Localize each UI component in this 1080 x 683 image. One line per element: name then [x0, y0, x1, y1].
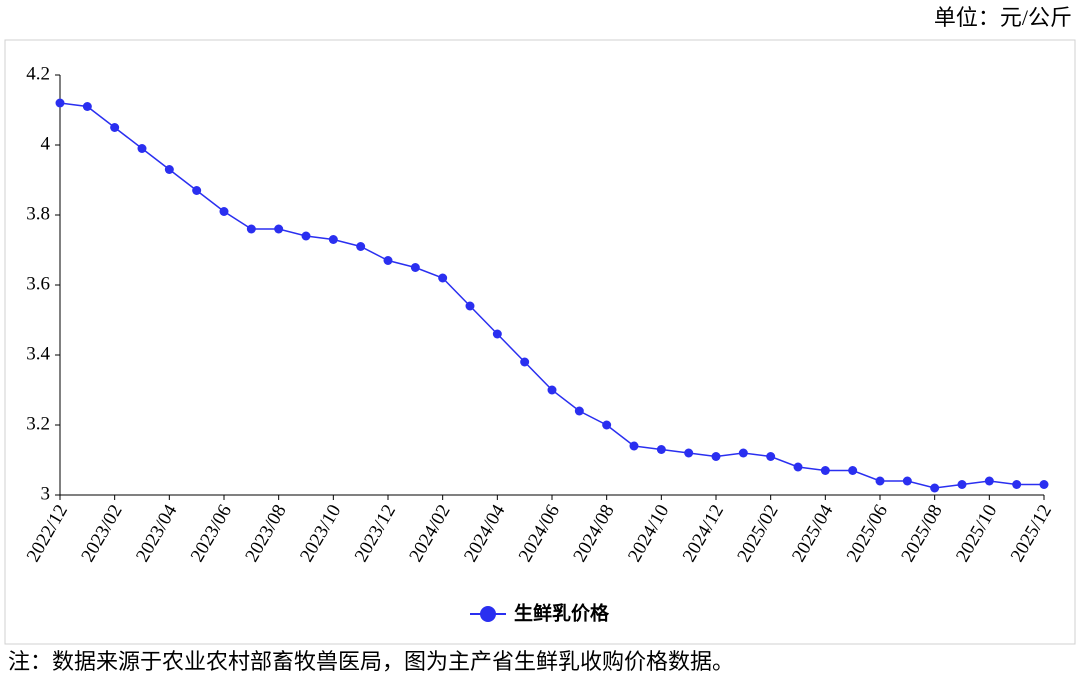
point — [957, 480, 967, 489]
point — [410, 263, 420, 272]
point — [738, 448, 748, 458]
y-tick-label: 3.6 — [26, 273, 50, 294]
y-tick-label: 3.2 — [26, 413, 50, 434]
x-tick-label: 2025/06 — [843, 501, 892, 565]
x-tick-label: 2025/12 — [1007, 501, 1056, 565]
point — [984, 476, 994, 486]
point — [602, 420, 612, 430]
x-tick-label: 2024/12 — [679, 501, 728, 565]
point — [301, 231, 311, 241]
x-tick-label: 2023/10 — [296, 501, 345, 565]
x-tick-label: 2022/12 — [23, 501, 72, 565]
x-tick-label: 2024/02 — [405, 501, 454, 565]
point — [1039, 480, 1049, 489]
point — [684, 448, 694, 458]
x-tick-label: 2023/04 — [132, 501, 182, 566]
legend-marker — [480, 606, 496, 622]
point — [137, 144, 147, 153]
point — [930, 483, 940, 493]
point — [875, 476, 885, 486]
legend-label: 生鲜乳价格 — [514, 602, 610, 625]
chart-frame — [4, 39, 1076, 645]
point — [55, 98, 65, 108]
y-tick-label: 4 — [41, 133, 51, 154]
x-tick-label: 2024/06 — [515, 501, 564, 565]
point — [492, 329, 502, 339]
x-tick-label: 2023/06 — [187, 501, 236, 565]
point — [547, 385, 557, 395]
point — [328, 235, 338, 244]
y-tick-label: 3.8 — [26, 203, 50, 224]
x-tick-label: 2024/10 — [624, 501, 673, 565]
x-tick-label: 2025/08 — [897, 501, 946, 565]
point — [246, 224, 256, 234]
point — [356, 242, 366, 251]
point — [656, 445, 666, 454]
point — [902, 476, 912, 486]
point — [766, 452, 776, 461]
point — [110, 123, 120, 132]
series-line — [59, 102, 1044, 489]
point — [848, 466, 858, 475]
point — [629, 441, 639, 451]
x-tick-label: 2023/08 — [241, 501, 290, 565]
point — [574, 406, 584, 416]
point — [520, 357, 530, 367]
point — [793, 462, 803, 472]
point — [82, 102, 92, 111]
point — [438, 273, 448, 283]
y-tick-label: 4.2 — [26, 63, 50, 84]
point — [274, 224, 284, 234]
point — [383, 256, 393, 265]
y-tick-label: 3 — [41, 483, 51, 504]
x-tick-label: 2025/04 — [788, 501, 838, 566]
x-tick-label: 2023/02 — [77, 501, 126, 565]
point — [192, 186, 202, 195]
point — [465, 301, 475, 311]
footnote: 注：数据来源于农业农村部畜牧兽医局，图为主产省生鲜乳收购价格数据。 — [8, 649, 734, 674]
point — [711, 452, 721, 461]
point — [219, 207, 229, 216]
x-tick-label: 2025/10 — [952, 501, 1001, 565]
y-tick-label: 3.4 — [26, 343, 50, 364]
x-tick-label: 2023/12 — [351, 501, 400, 565]
x-tick-label: 2024/08 — [569, 501, 618, 565]
unit-note: 单位：元/公斤 — [934, 5, 1072, 30]
point — [820, 466, 830, 475]
x-tick-label: 2025/02 — [733, 501, 782, 565]
point — [164, 165, 174, 174]
x-tick-label: 2024/04 — [460, 501, 510, 566]
point — [1012, 480, 1022, 489]
